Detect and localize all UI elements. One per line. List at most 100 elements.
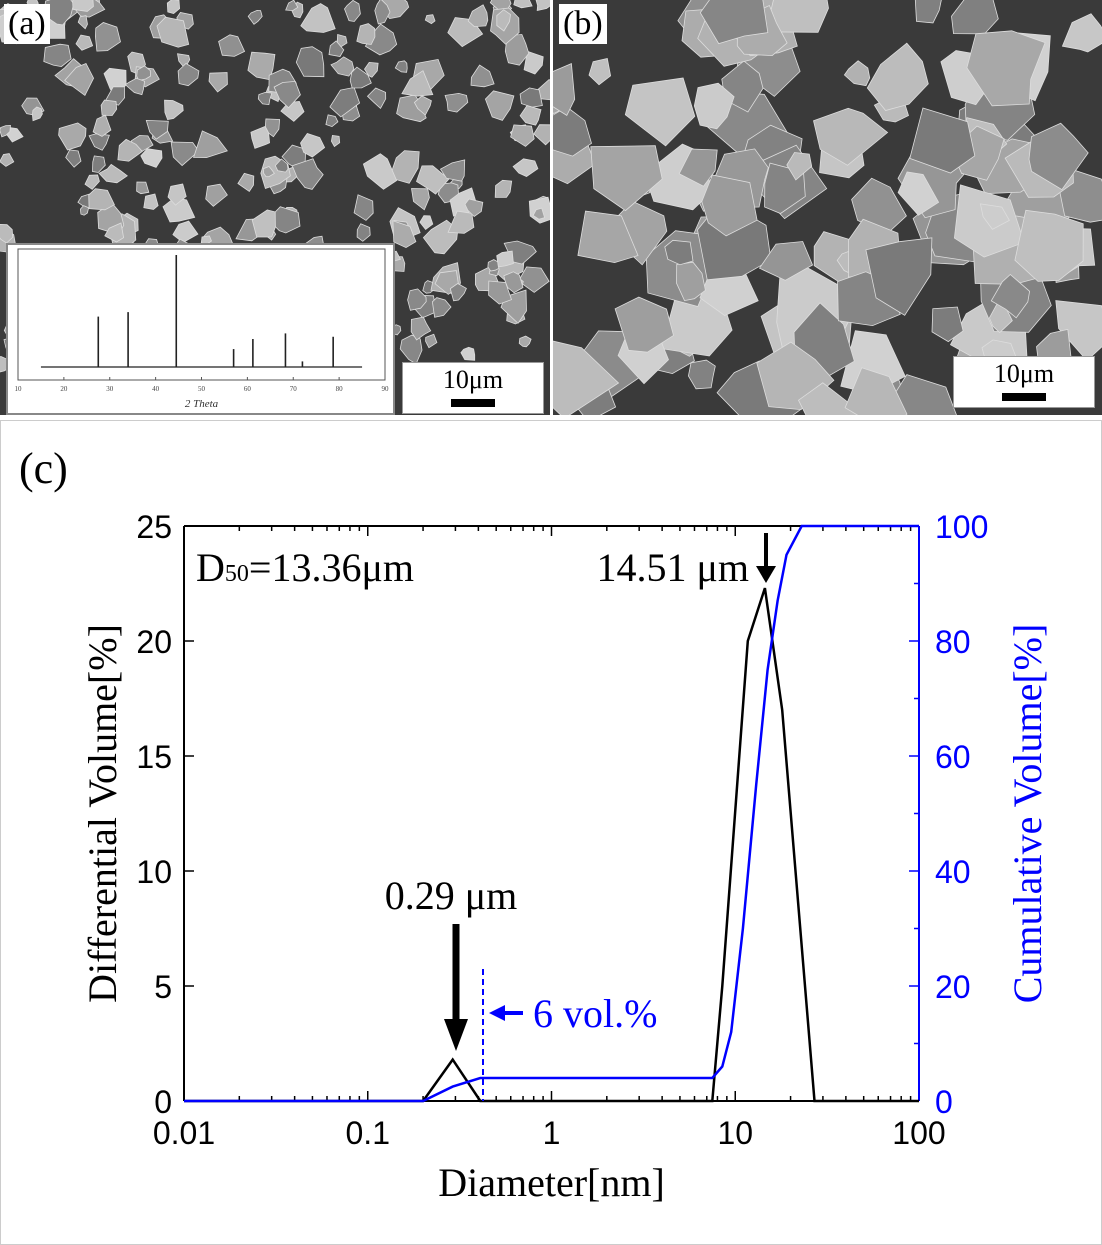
sem-particle xyxy=(1028,122,1089,191)
x-tick-label: 100 xyxy=(892,1115,945,1151)
sem-particle xyxy=(614,296,674,353)
x-axis-label: Diameter[nm] xyxy=(438,1160,665,1205)
sem-particle xyxy=(250,125,271,149)
xrd-inset: 10 20 30 40 50 60 70 80 90 2 Theta xyxy=(6,243,395,415)
scale-bar-a: 10μm xyxy=(402,362,544,414)
sem-particle xyxy=(170,141,200,167)
sem-particle xyxy=(251,209,276,238)
inset-xtick-label: 80 xyxy=(336,385,344,393)
sem-particle xyxy=(503,271,524,294)
sem-particle xyxy=(865,237,933,316)
sem-particle xyxy=(464,198,484,218)
sem-particle xyxy=(424,14,436,25)
inset-xtick-label: 10 xyxy=(15,385,23,393)
sem-particle xyxy=(329,86,361,118)
sem-particle xyxy=(247,9,263,25)
cumulative-volume-line xyxy=(184,524,919,1103)
sem-particle xyxy=(401,70,434,97)
sem-particle xyxy=(264,118,281,138)
sem-particle xyxy=(77,15,88,30)
sem-particle xyxy=(300,133,326,158)
sem-particle xyxy=(470,64,495,88)
y-tick-label: 5 xyxy=(154,969,172,1005)
x-tick-label: 0.01 xyxy=(153,1115,215,1151)
sem-particle xyxy=(356,23,376,45)
sem-particle xyxy=(431,297,452,318)
x-tick-label: 10 xyxy=(717,1115,753,1151)
sem-particle xyxy=(553,63,576,116)
sem-particle xyxy=(104,222,125,243)
sem-particle xyxy=(362,153,398,190)
sem-particle xyxy=(460,346,476,361)
sem-particle xyxy=(844,367,908,415)
sem-particle xyxy=(676,261,706,302)
sem-texture-b xyxy=(553,0,1102,415)
d50-subscript: 50 xyxy=(225,561,249,587)
sem-particle xyxy=(664,239,694,266)
y-axis-label: Differential Volume[%] xyxy=(80,624,125,1003)
sem-particle xyxy=(328,40,345,57)
peak1-label: 0.29 μm xyxy=(385,873,518,918)
sem-particle xyxy=(167,183,187,206)
sem-particle xyxy=(484,90,515,121)
sem-particle xyxy=(162,196,196,223)
sem-particle xyxy=(325,114,339,128)
xrd-inset-plot: 10 20 30 40 50 60 70 80 90 2 Theta xyxy=(15,248,389,410)
y-tick-label: 10 xyxy=(136,854,172,890)
d50-value: =13.36μm xyxy=(249,545,414,590)
inset-xtick-label: 70 xyxy=(290,385,298,393)
sem-particle xyxy=(1061,13,1102,53)
sem-particle xyxy=(273,80,301,109)
sem-particle xyxy=(897,171,940,216)
sem-particle xyxy=(532,207,546,220)
sem-particle xyxy=(100,99,118,116)
sem-particle xyxy=(467,4,489,28)
sem-particle xyxy=(364,61,379,78)
sem-particle xyxy=(519,105,542,126)
panel-label-c: (c) xyxy=(19,444,68,493)
sem-particle xyxy=(523,50,544,75)
sem-particle xyxy=(693,82,735,130)
sem-particle xyxy=(843,60,871,87)
sem-particle xyxy=(193,130,228,159)
sem-particle xyxy=(758,241,814,281)
sem-particle xyxy=(410,316,432,341)
sem-particle xyxy=(143,193,159,210)
sem-particle xyxy=(65,149,82,168)
sem-particle xyxy=(394,60,408,73)
sem-particle xyxy=(136,181,150,195)
inset-xtick-label: 30 xyxy=(106,385,114,393)
sem-particle xyxy=(330,56,355,77)
sem-particle xyxy=(392,220,417,249)
y2-tick-label: 60 xyxy=(935,739,971,775)
sem-particle xyxy=(218,34,246,57)
sem-particle xyxy=(624,77,696,147)
inset-xtick-label: 40 xyxy=(152,385,160,393)
y-tick-label: 20 xyxy=(136,624,172,660)
sem-particle xyxy=(353,194,374,221)
sem-particle xyxy=(75,34,94,51)
sem-particle xyxy=(533,124,550,146)
sem-particle xyxy=(701,174,758,237)
inset-xlabel: 2 Theta xyxy=(185,398,219,410)
sem-particle xyxy=(577,210,639,264)
sem-particle xyxy=(0,224,14,244)
sem-particle xyxy=(699,0,769,45)
sem-particle xyxy=(344,0,361,22)
vol-arrow-head xyxy=(489,1005,505,1021)
sem-particle xyxy=(678,148,718,187)
y2-tick-label: 40 xyxy=(935,854,971,890)
sem-particle xyxy=(496,9,511,32)
sem-particle xyxy=(510,124,535,147)
sem-particle xyxy=(88,133,110,151)
sem-particle xyxy=(117,138,143,162)
sem-particle xyxy=(537,78,550,101)
sem-particle xyxy=(349,66,372,89)
sem-particle xyxy=(449,283,467,302)
sem-particle xyxy=(0,124,11,138)
sem-particle xyxy=(43,43,72,68)
sem-particle xyxy=(177,63,200,87)
sem-particle xyxy=(553,106,592,157)
sem-particle xyxy=(31,106,43,122)
sem-particle xyxy=(291,158,324,190)
